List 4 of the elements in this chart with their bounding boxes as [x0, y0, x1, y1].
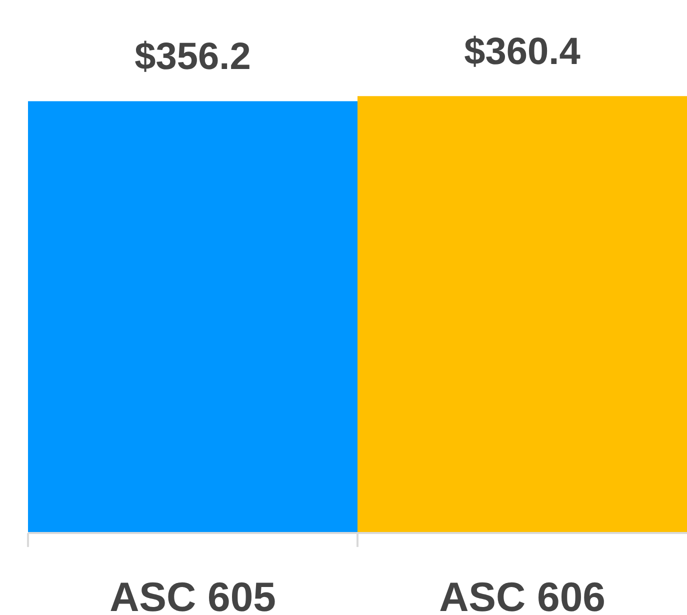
data-label: $356.2	[134, 36, 251, 78]
x-tick-label: ASC 605	[110, 574, 276, 615]
data-label: $360.4	[464, 31, 580, 74]
x-tick-label: ASC 606	[439, 574, 606, 615]
